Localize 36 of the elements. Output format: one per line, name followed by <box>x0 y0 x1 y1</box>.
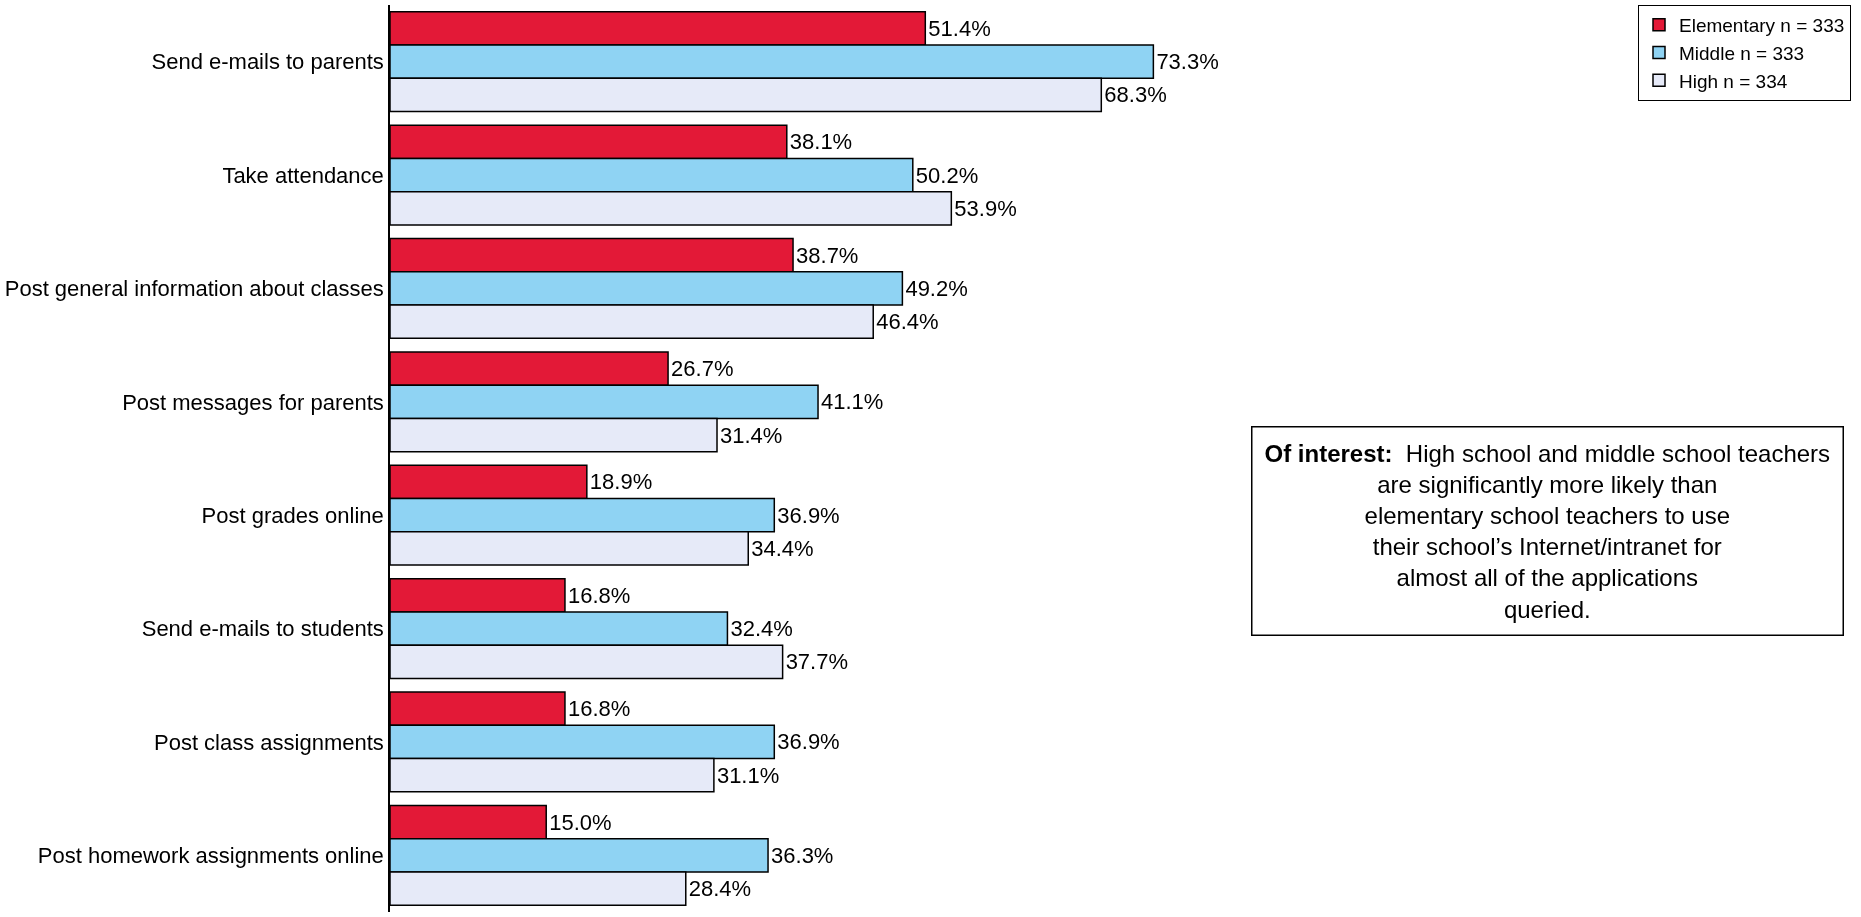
y-tick-label: Post general information about classes <box>4 276 384 302</box>
y-tick-label: Send e-mails to parents <box>151 49 384 75</box>
data-label: 38.1% <box>789 129 853 155</box>
y-tick-label: Take attendance <box>222 162 384 188</box>
y-tick-label: Send e-mails to students <box>141 616 384 642</box>
data-label: 31.4% <box>720 422 783 448</box>
data-label: 15.0% <box>549 809 612 835</box>
data-label: 73.3% <box>1156 49 1219 75</box>
data-label: 28.4% <box>688 876 752 902</box>
data-label: 46.4% <box>876 309 939 335</box>
data-label: 36.9% <box>777 502 840 528</box>
y-tick-label: Post grades online <box>201 502 384 528</box>
data-label: 41.1% <box>821 389 884 415</box>
y-tick-label: Post class assignments <box>153 729 384 755</box>
data-label: 53.9% <box>954 195 1017 221</box>
data-label: 34.4% <box>751 535 814 561</box>
data-label: 49.2% <box>905 275 968 301</box>
data-label: 51.4% <box>928 15 991 41</box>
data-label: 16.8% <box>567 582 631 608</box>
data-label: 18.9% <box>589 469 653 495</box>
legend-label: High n = 334 <box>1679 70 1788 92</box>
y-tick-label: Post homework assignments online <box>37 843 384 869</box>
data-label: 38.7% <box>796 242 859 268</box>
data-label: 32.4% <box>730 616 793 642</box>
data-label: 16.8% <box>567 696 631 722</box>
text: Of interest: High school and middle school teachers are significantly more likely than elementary school teachers to use their school’s Internet/intranet for almost all of the applications queried. <box>1264 439 1831 623</box>
data-label: 50.2% <box>915 162 979 188</box>
data-label: 37.7% <box>785 649 849 675</box>
data-label: 36.3% <box>771 842 834 868</box>
legend-label: Elementary n = 333 <box>1679 15 1845 37</box>
legend-label: Middle n = 333 <box>1679 42 1805 64</box>
data-label: 26.7% <box>671 356 734 382</box>
data-label: 31.1% <box>716 762 780 788</box>
data-label: 68.3% <box>1104 82 1167 108</box>
data-label: 36.9% <box>777 729 840 755</box>
y-tick-label: Post messages for parents <box>122 389 384 415</box>
